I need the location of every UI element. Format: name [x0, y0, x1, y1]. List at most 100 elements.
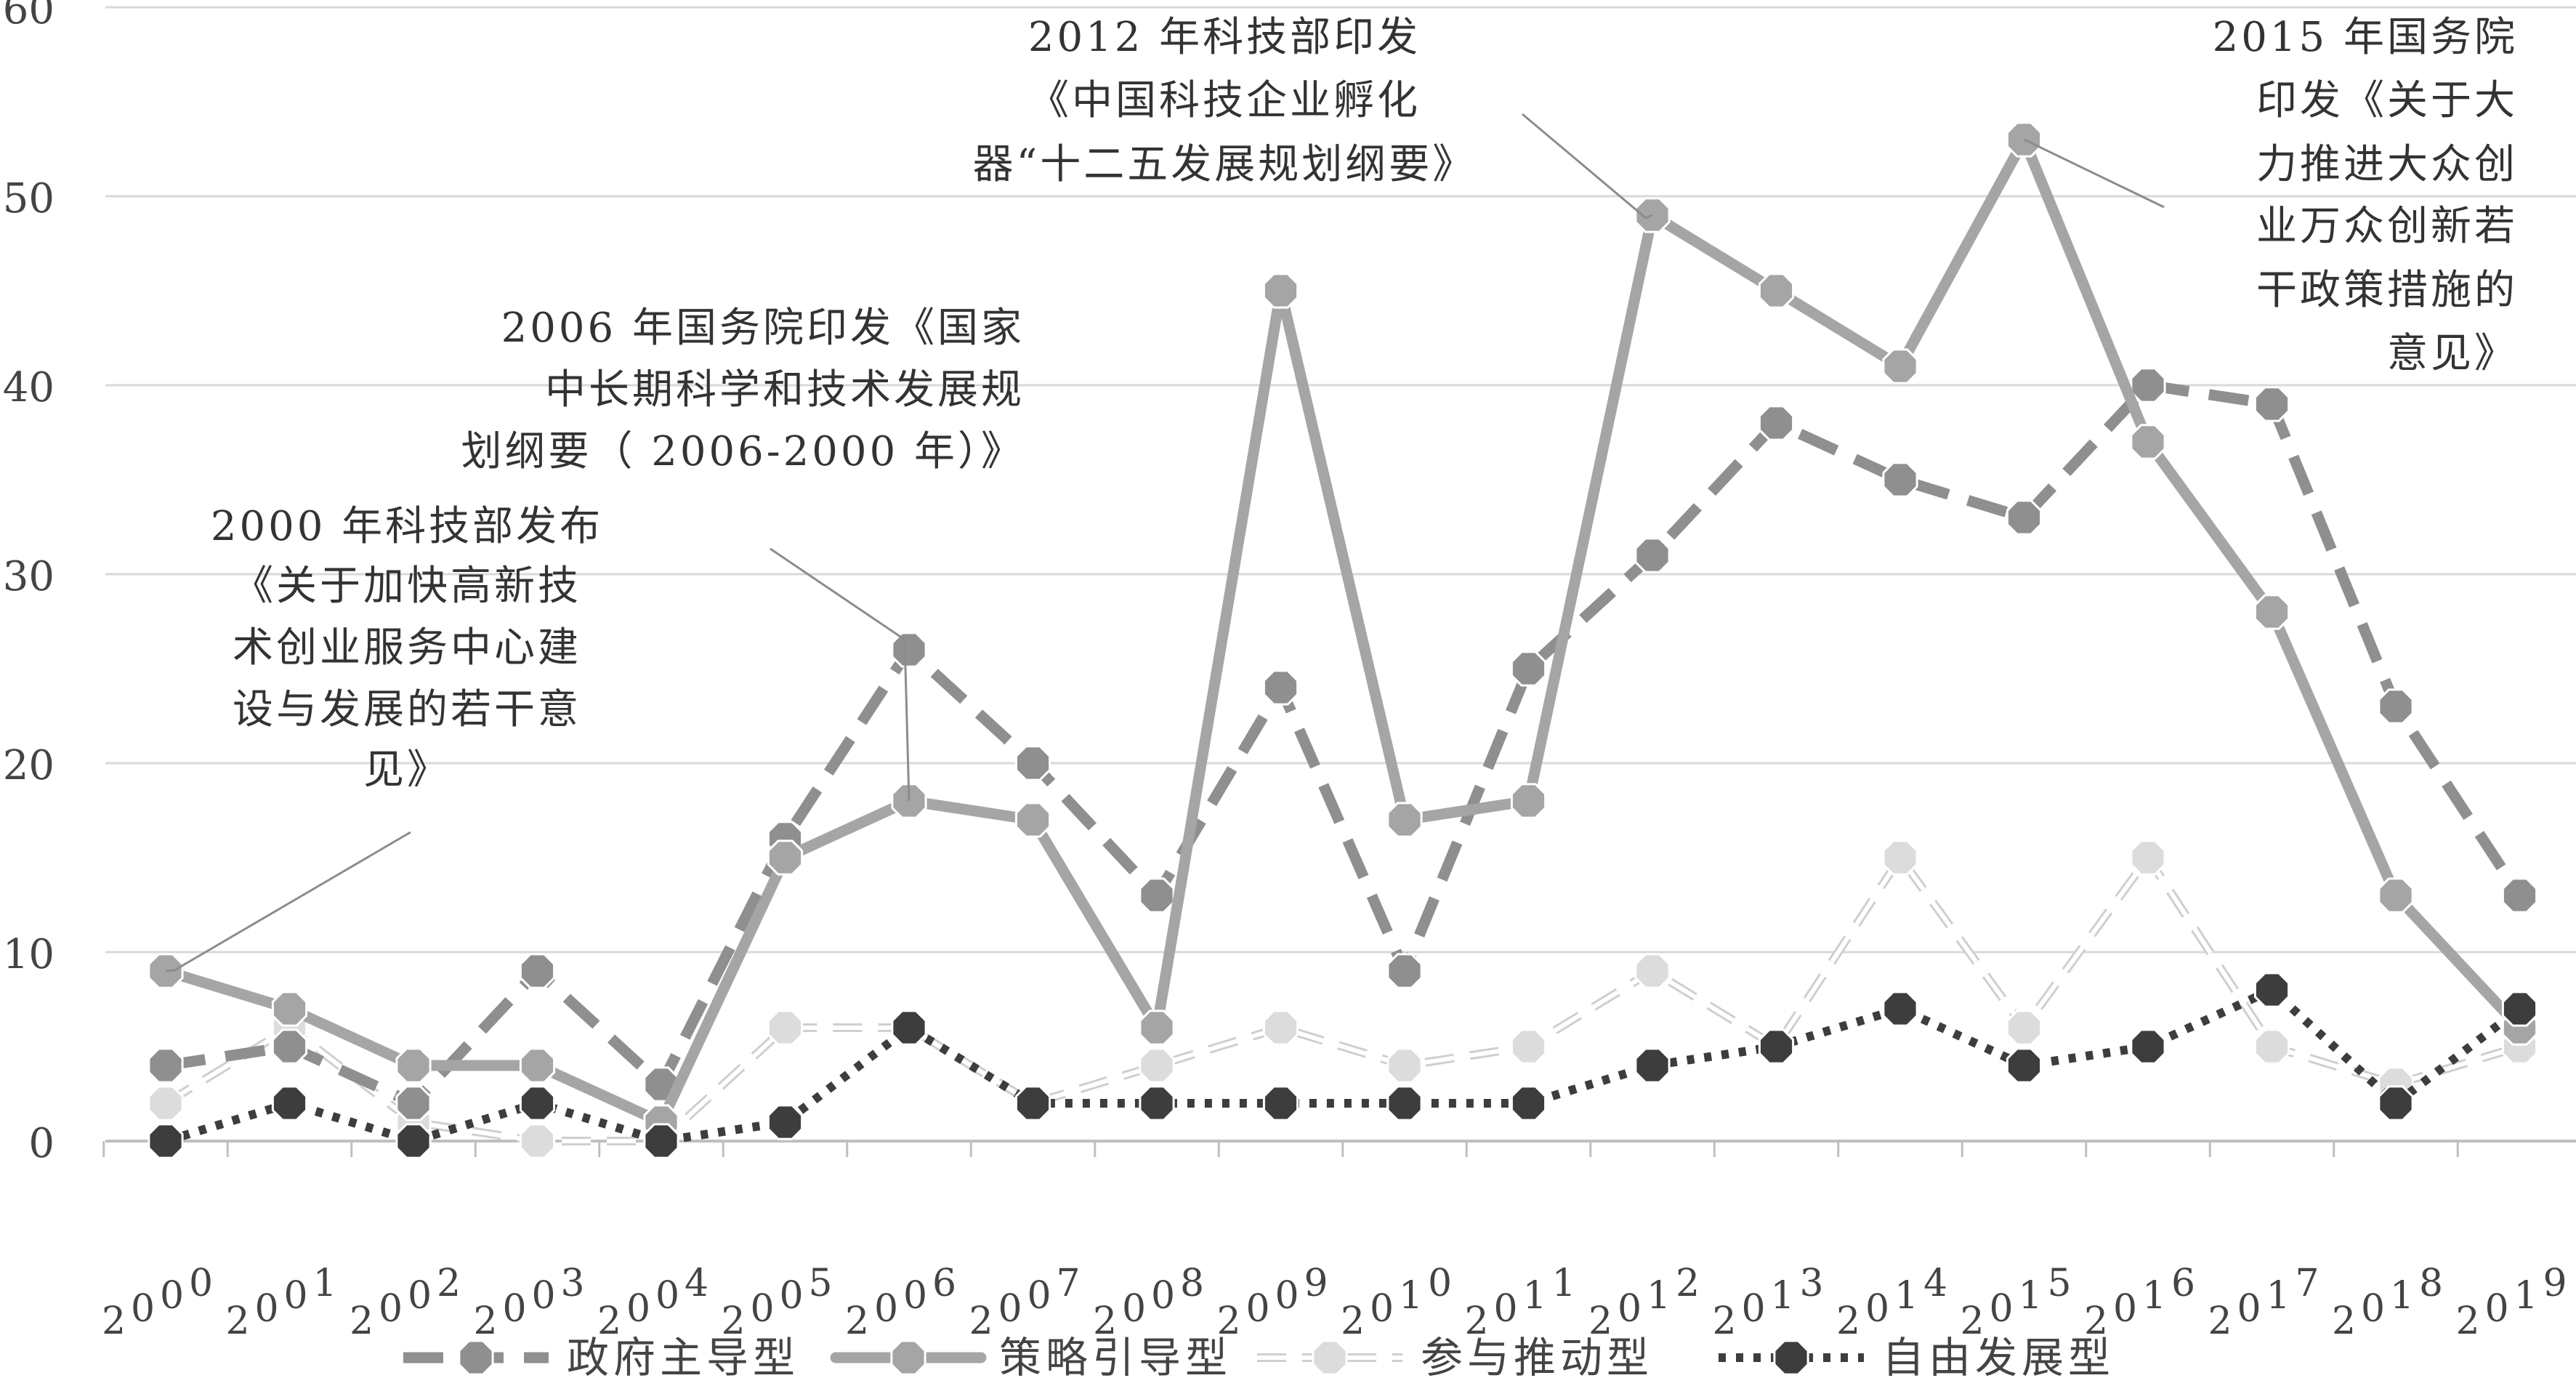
legend-swatch-marker	[1773, 1339, 1809, 1376]
data-point	[2253, 1028, 2290, 1065]
annotation-leader	[770, 547, 911, 802]
data-point	[271, 1085, 308, 1121]
legend-swatch-marker	[890, 1339, 926, 1376]
annotation-line: 划纲要（ 2006-2000 年）》	[461, 428, 1025, 475]
data-point	[2378, 688, 2414, 725]
data-point	[1634, 537, 1671, 573]
data-point	[2130, 424, 2166, 460]
data-point	[2006, 1047, 2043, 1084]
annotation-line: 2015 年国务院	[2213, 14, 2518, 61]
data-point	[1634, 1047, 1671, 1084]
series-line-outline	[163, 853, 2522, 1145]
data-point	[519, 1085, 556, 1121]
data-point	[148, 1123, 184, 1159]
data-point	[2130, 839, 2166, 876]
data-point	[2253, 594, 2290, 630]
annotation-line: 器“十二五发展规划纲要》	[973, 141, 1477, 188]
legend-label: 策略引导型	[999, 1333, 1232, 1382]
y-tick-label: 50	[3, 175, 54, 222]
data-point	[1510, 1085, 1547, 1121]
data-point	[1510, 783, 1547, 819]
data-point	[1139, 877, 1175, 914]
data-point	[1386, 953, 1423, 989]
annotation-line: 2006 年国务院印发《国家	[501, 305, 1025, 352]
annotation-line: 《中国科技企业孵化	[1028, 77, 1421, 124]
data-point	[1386, 802, 1423, 838]
legend-item-3: 参与推动型	[1257, 1333, 1653, 1382]
data-point	[1386, 1085, 1423, 1121]
annotation-leader	[2023, 138, 2165, 209]
data-point	[1882, 462, 1918, 498]
data-point	[2253, 972, 2290, 1008]
annotation-line: 干政策措施的	[2256, 267, 2518, 314]
data-point	[2006, 499, 2043, 536]
data-point	[1510, 1028, 1547, 1065]
y-tick-label: 20	[3, 742, 54, 789]
data-point	[1262, 1010, 1299, 1046]
data-point	[271, 991, 308, 1027]
data-point	[1386, 1047, 1423, 1084]
series-lines	[148, 121, 2538, 1159]
data-point	[767, 1010, 804, 1046]
y-tick-label: 40	[3, 364, 54, 411]
data-point	[2378, 877, 2414, 914]
annotation-line: 术创业服务中心建	[233, 624, 581, 672]
data-point	[1014, 1085, 1051, 1121]
data-point	[2501, 877, 2538, 914]
data-point	[891, 1010, 927, 1046]
data-point	[1758, 1028, 1795, 1065]
data-point	[1014, 802, 1051, 838]
data-point	[1262, 1085, 1299, 1121]
data-point	[891, 632, 927, 668]
annotations: 2000 年科技部发布《关于加快高新技术创业服务中心建设与发展的若干意见》200…	[165, 14, 2518, 972]
legend-item-2: 策略引导型	[830, 1333, 1232, 1382]
data-point	[395, 1123, 432, 1159]
legend-label: 参与推动型	[1421, 1333, 1653, 1382]
data-point	[271, 1028, 308, 1065]
series-line	[164, 379, 2524, 1109]
annotation-line: 业万众创新若	[2256, 203, 2518, 250]
annotation-line: 2012 年科技部印发	[1028, 14, 1421, 61]
y-tick-label: 30	[3, 553, 54, 600]
data-point	[1634, 953, 1671, 989]
legend-label: 政府主导型	[567, 1333, 799, 1382]
data-point	[2006, 1010, 2043, 1046]
data-point	[767, 1104, 804, 1140]
annotation-line: 力推进大众创	[2256, 141, 2518, 188]
data-point	[2501, 991, 2538, 1027]
gridlines	[105, 6, 2576, 954]
y-tick-label: 60	[3, 0, 54, 33]
legend-item-4: 自由发展型	[1719, 1333, 2110, 1382]
data-point	[1262, 669, 1299, 706]
data-point	[1262, 273, 1299, 309]
annotation-leader	[1522, 113, 1653, 219]
series-line	[164, 855, 2521, 1143]
data-point	[1882, 991, 1918, 1027]
y-tick-label: 10	[3, 931, 54, 978]
annotation-line: 设与发展的若干意	[233, 686, 581, 733]
data-point	[519, 953, 556, 989]
data-point	[1882, 839, 1918, 876]
annotation-line: 印发《关于大	[2256, 77, 2518, 124]
data-point	[1139, 1047, 1175, 1084]
data-point	[2253, 386, 2290, 422]
